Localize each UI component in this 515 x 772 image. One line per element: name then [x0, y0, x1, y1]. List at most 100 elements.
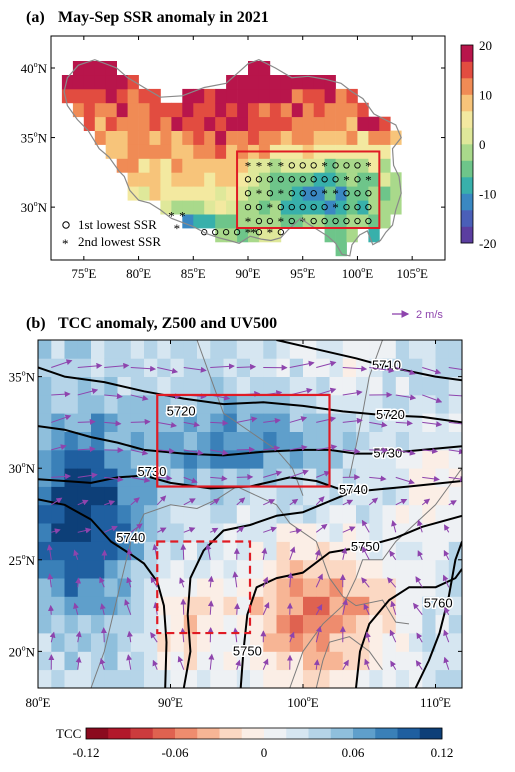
tcc-cell: [289, 578, 304, 597]
colorbar-swatch: [461, 226, 473, 244]
tcc-cell: [51, 504, 65, 524]
marker-1st-lowest: [354, 217, 361, 225]
tcc-cell: [329, 596, 344, 616]
tcc-cell: [303, 578, 317, 597]
tcc-cell: [104, 376, 118, 396]
wind-vector: [444, 607, 450, 615]
ssr-cell: [138, 130, 150, 145]
wind-vector: [236, 526, 245, 533]
wind-vector: [421, 498, 431, 506]
ssr-cell: [171, 186, 183, 201]
ssr-cell: [269, 214, 282, 229]
tcc-cell: [170, 523, 185, 542]
tcc-cell: [51, 541, 65, 561]
tcc-cell: [448, 523, 462, 542]
tcc-cell: [342, 504, 357, 524]
ssr-cell: [237, 130, 249, 145]
ssr-cell: [390, 130, 402, 145]
tcc-cell: [448, 596, 462, 616]
wind-vector: [183, 498, 196, 506]
tcc-cell: [130, 486, 145, 506]
ssr-cell: [182, 200, 194, 215]
ssr-cell: [291, 116, 304, 131]
tcc-cell: [210, 340, 224, 359]
tcc-cell: [210, 358, 224, 377]
x-tick-label: 110oE: [420, 694, 451, 710]
marker-2nd-lowest: *: [256, 158, 263, 173]
wind-vector: [262, 658, 269, 670]
tcc-cell: [91, 669, 105, 688]
z500-contour-line: [276, 340, 462, 382]
ssr-cell: [280, 116, 293, 131]
ssr-cell: [357, 116, 369, 131]
tcc-cell: [382, 449, 397, 469]
tcc-cell: [289, 669, 304, 688]
tcc-cell: [91, 596, 105, 616]
ssr-cell: [171, 200, 183, 215]
wind-vector: [150, 576, 158, 588]
ssr-cell: [248, 228, 260, 243]
wind-vector: [369, 421, 388, 428]
marker-2nd-lowest: *: [299, 214, 306, 229]
tcc-cell: [250, 449, 264, 469]
wind-vector: [47, 573, 54, 588]
tcc-cell: [342, 413, 357, 432]
tcc-cell: [38, 578, 52, 597]
ssr-cell: [269, 75, 282, 90]
ssr-cell: [204, 214, 216, 229]
marker-2nd-lowest: *: [256, 186, 263, 201]
tcc-cell: [64, 523, 79, 542]
marker-1st-lowest: [310, 162, 317, 169]
wind-vector: [342, 365, 368, 372]
y-tick-label: 35oN: [9, 369, 36, 385]
ssr-cell: [291, 130, 304, 145]
tcc-cell: [409, 431, 423, 451]
tcc-cell: [395, 614, 410, 634]
contour-label: 5740: [116, 530, 145, 545]
tcc-cell: [382, 486, 397, 506]
tcc-cell: [170, 651, 185, 671]
tcc-cell: [409, 614, 423, 634]
legend-1st-label: 1st lowest SSR: [78, 217, 157, 232]
ssr-cell: [193, 116, 205, 131]
tcc-cell: [91, 413, 105, 432]
wind-vector: [124, 599, 132, 615]
ssr-cell: [346, 172, 358, 187]
ssr-cell: [324, 130, 336, 145]
tcc-cell: [395, 394, 410, 414]
wind-vector: [368, 497, 379, 506]
tcc-cell: [104, 669, 118, 688]
wind-vector: [179, 577, 185, 588]
ssr-cell: [346, 186, 358, 201]
vector-key-label: 2 m/s: [416, 309, 443, 321]
tcc-cell: [316, 449, 330, 469]
tcc-cell: [250, 340, 264, 359]
ssr-cell: [237, 75, 249, 90]
marker-2nd-lowest: *: [278, 158, 285, 173]
tcc-cell: [303, 486, 317, 506]
tcc-cell: [409, 633, 423, 652]
tcc-cell: [170, 486, 185, 506]
wind-vector: [180, 543, 187, 560]
colorbar-swatch: [461, 160, 473, 178]
ssr-cell: [204, 116, 216, 131]
ssr-cell: [193, 172, 205, 187]
wind-vector: [448, 421, 462, 425]
tcc-cell: [170, 468, 185, 487]
ssr-cell: [94, 75, 107, 90]
marker-2nd-lowest: *: [174, 221, 181, 236]
tcc-cell: [157, 413, 171, 432]
tcc-cell: [303, 651, 317, 671]
ssr-cell: [258, 214, 271, 229]
tcc-cell: [356, 468, 370, 487]
x-tick-label: 95oE: [290, 265, 315, 281]
wind-vector: [51, 528, 61, 535]
wind-vector: [48, 604, 55, 615]
marker-2nd-lowest: *: [179, 208, 186, 223]
tcc-cell: [170, 614, 185, 634]
tcc-cell: [250, 431, 264, 451]
colorbar-swatch: [86, 728, 109, 739]
ssr-cell: [138, 116, 150, 131]
wind-vector: [443, 656, 450, 670]
tcc-cell: [197, 376, 211, 396]
